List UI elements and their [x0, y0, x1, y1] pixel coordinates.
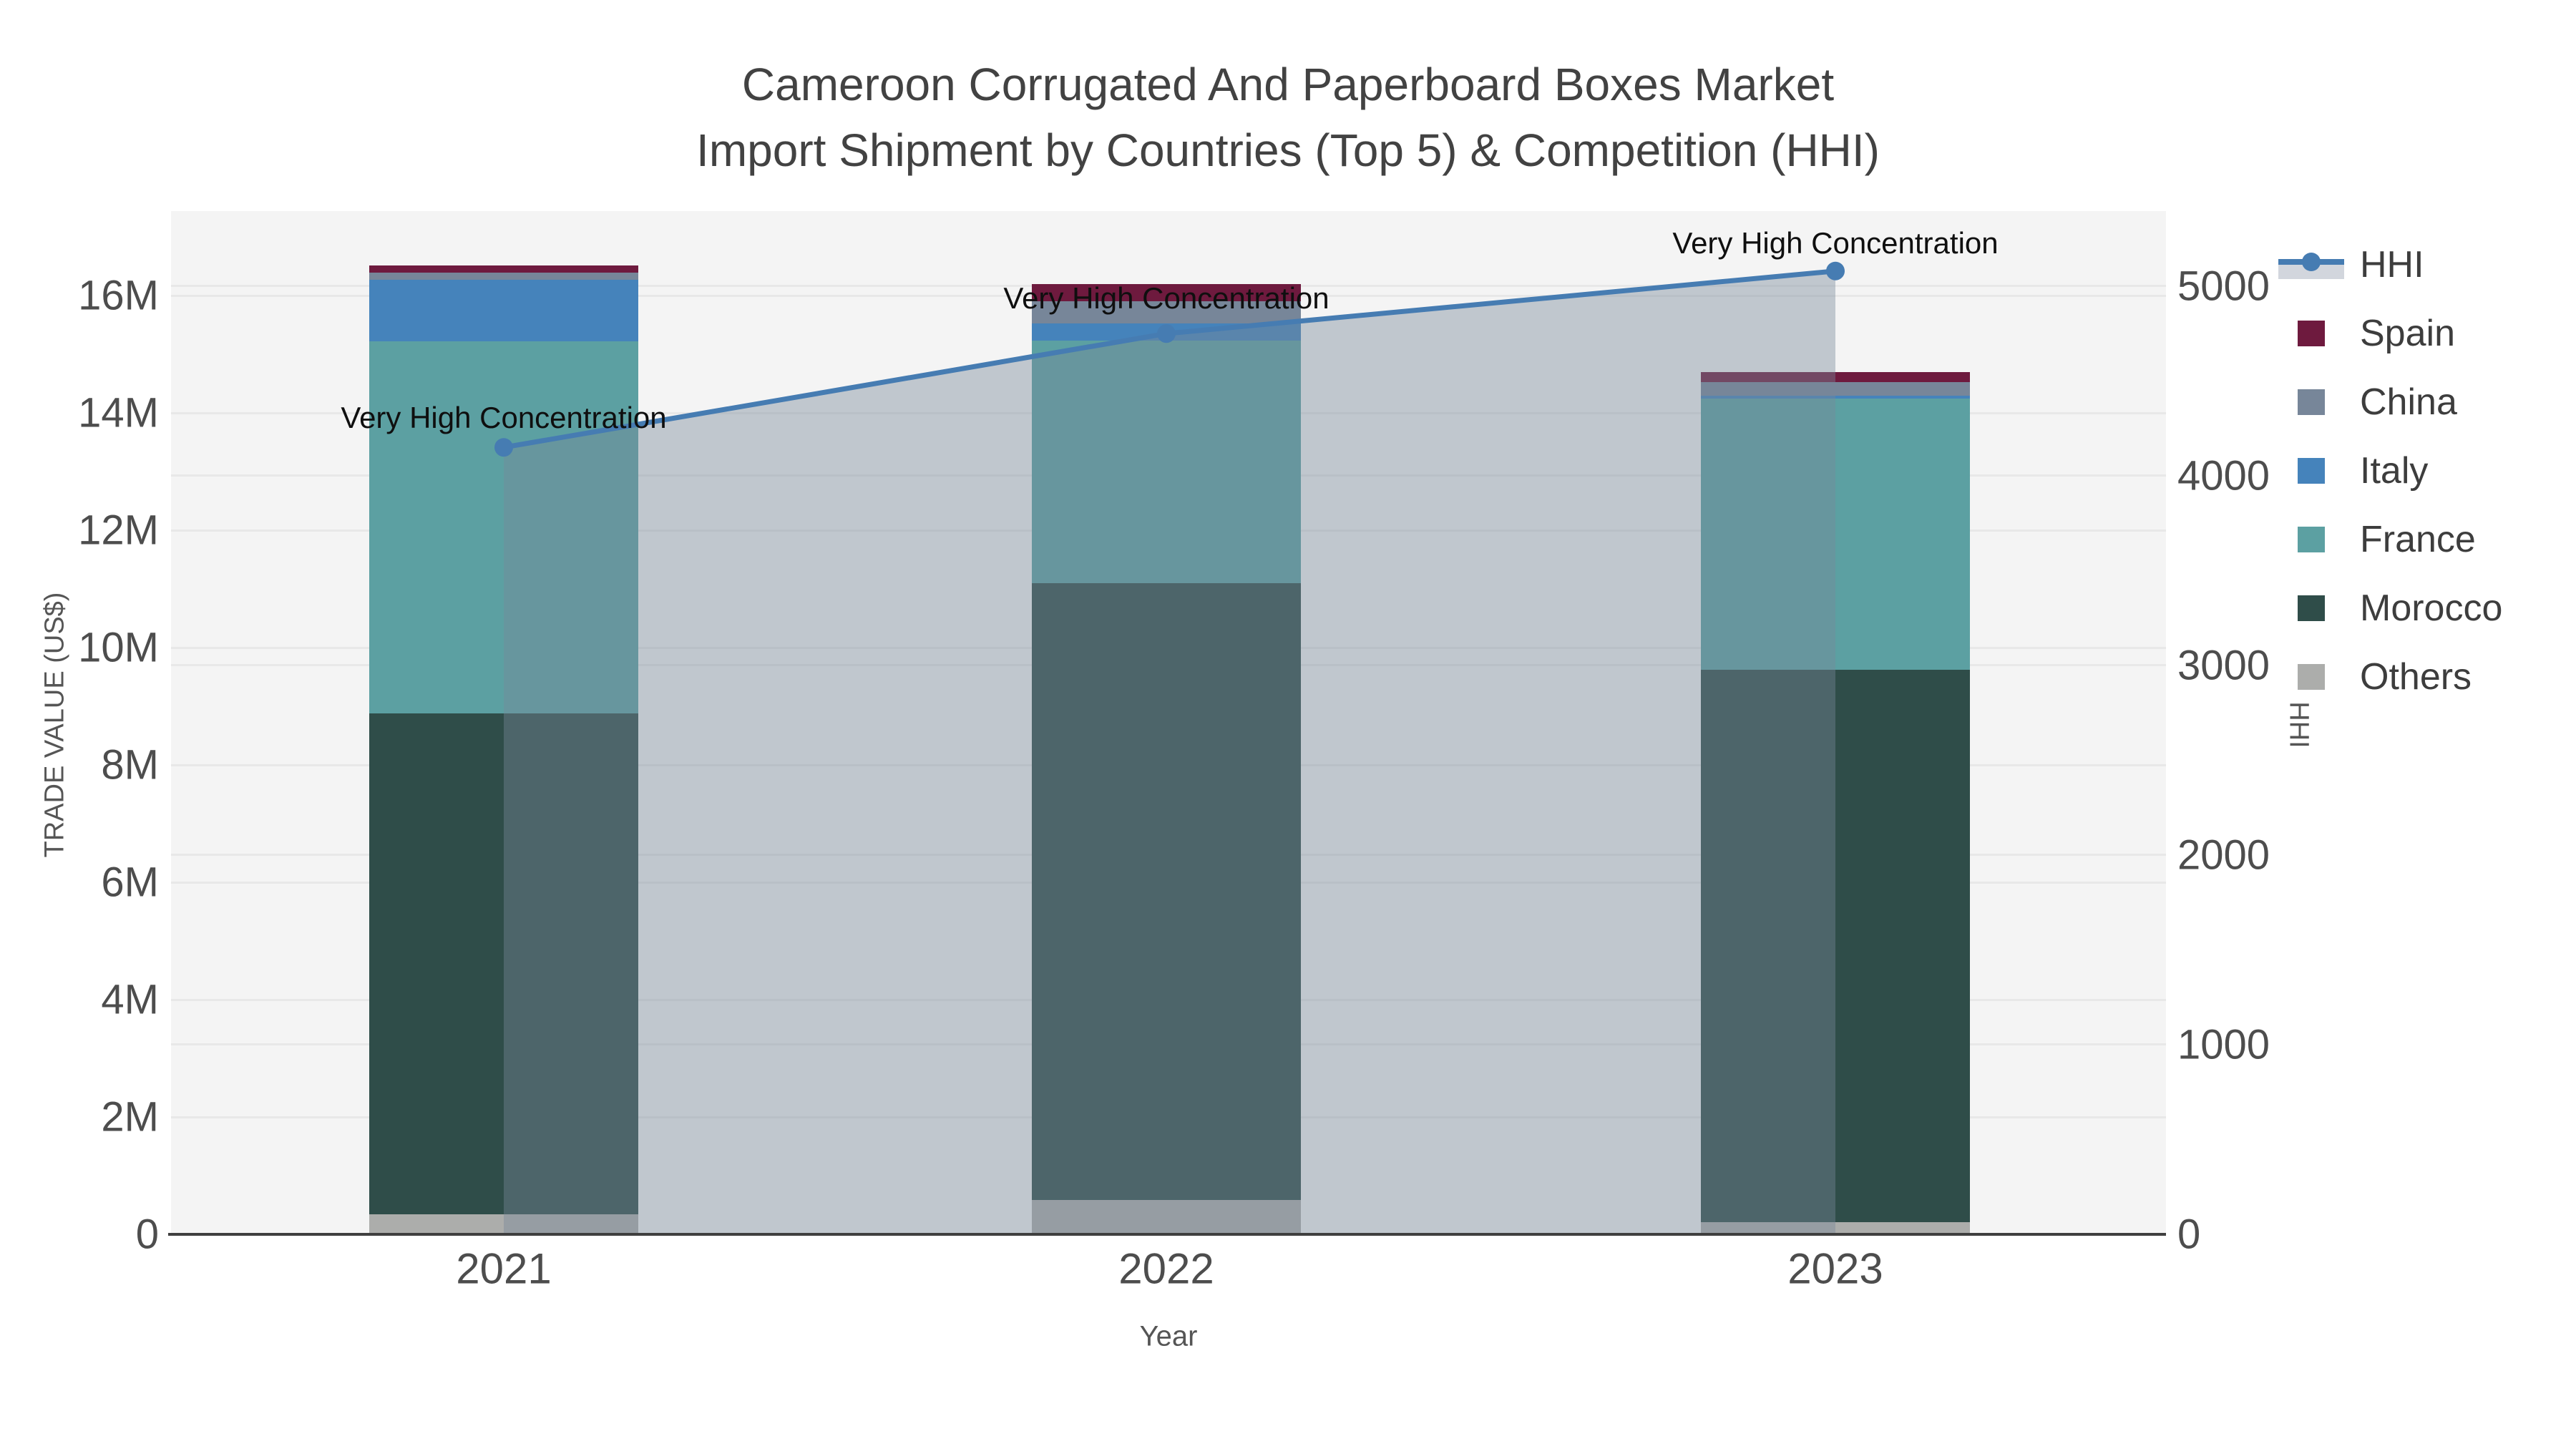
legend-item-italy[interactable]: Italy	[2278, 436, 2502, 505]
bar-segment-2023-italy[interactable]	[1701, 396, 1970, 399]
legend-swatch-others	[2298, 664, 2325, 690]
hhi-marker-2022[interactable]	[1157, 324, 1176, 343]
legend: HHI Spain China Italy France Morocco Others	[2278, 230, 2502, 711]
bar-segment-2021-italy[interactable]	[369, 279, 638, 342]
bar-segment-2023-spain[interactable]	[1701, 372, 1970, 382]
bar-segment-2023-france[interactable]	[1701, 398, 1970, 670]
bar-segment-2023-others[interactable]	[1701, 1221, 1970, 1234]
y-left-tick-2m: 2M	[101, 1093, 159, 1141]
chart-title-line1: Cameroon Corrugated And Paperboard Boxes…	[741, 59, 1835, 110]
bar-segment-2021-spain[interactable]	[369, 265, 638, 273]
y-left-tick-6m: 6M	[101, 859, 159, 906]
legend-item-spain[interactable]: Spain	[2278, 299, 2502, 368]
hhi-marker-2023[interactable]	[1826, 261, 1845, 280]
x-tick-2022: 2022	[1118, 1244, 1214, 1293]
hhi-area-fill	[504, 270, 1835, 1234]
annotation-2022: Very High Concentration	[1003, 281, 1330, 316]
chart-title-line2: Import Shipment by Countries (Top 5) & C…	[696, 125, 1880, 176]
bar-segment-2021-france[interactable]	[369, 341, 638, 713]
y-left-tick-12m: 12M	[78, 507, 159, 554]
legend-label-others: Others	[2360, 656, 2472, 698]
legend-swatch-italy	[2298, 458, 2325, 484]
bar-segment-2023-morocco[interactable]	[1701, 670, 1970, 1222]
x-axis-line	[168, 1233, 2166, 1236]
bar-segment-2021-china[interactable]	[369, 273, 638, 280]
y-axis-title-left: TRADE VALUE (US$)	[39, 592, 70, 858]
legend-label-italy: Italy	[2360, 450, 2429, 492]
y-left-tick-4m: 4M	[101, 976, 159, 1023]
legend-label-hhi: HHI	[2360, 244, 2424, 286]
bar-segment-2022-france[interactable]	[1032, 341, 1301, 583]
bar-segment-2021-others[interactable]	[369, 1214, 638, 1234]
bar-segment-2023-china[interactable]	[1701, 381, 1970, 396]
hhi-marker-2021[interactable]	[494, 438, 513, 457]
y-left-tick-0: 0	[135, 1211, 159, 1258]
legend-label-france: France	[2360, 519, 2476, 560]
legend-label-china: China	[2360, 381, 2457, 423]
legend-swatch-morocco	[2298, 595, 2325, 621]
hhi-legend-line-icon	[2278, 250, 2344, 279]
x-tick-2021: 2021	[456, 1244, 552, 1293]
legend-item-others[interactable]: Others	[2278, 643, 2502, 711]
annotation-2021: Very High Concentration	[341, 401, 667, 435]
legend-item-china[interactable]: China	[2278, 368, 2502, 436]
hhi-legend-marker	[2302, 253, 2321, 271]
bar-segment-2022-morocco[interactable]	[1032, 582, 1301, 1200]
legend-swatch-china	[2298, 389, 2325, 415]
x-tick-2023: 2023	[1787, 1244, 1883, 1293]
y-right-tick-4000: 4000	[2177, 452, 2270, 499]
y-left-tick-14m: 14M	[78, 389, 159, 436]
bar-segment-2021-morocco[interactable]	[369, 713, 638, 1215]
annotation-2023: Very High Concentration	[1672, 225, 1999, 260]
hhi-overlay	[494, 261, 1845, 1234]
legend-item-morocco[interactable]: Morocco	[2278, 574, 2502, 643]
legend-label-spain: Spain	[2360, 313, 2455, 354]
bar-segment-2022-china[interactable]	[1032, 301, 1301, 324]
legend-swatch-france	[2298, 527, 2325, 552]
legend-label-morocco: Morocco	[2360, 587, 2503, 629]
y-right-tick-3000: 3000	[2177, 642, 2270, 689]
y-left-tick-10m: 10M	[78, 624, 159, 671]
legend-item-hhi[interactable]: HHI	[2278, 230, 2502, 299]
bar-segment-2022-spain[interactable]	[1032, 284, 1301, 302]
y-left-tick-8m: 8M	[101, 741, 159, 789]
y-right-tick-1000: 1000	[2177, 1021, 2270, 1068]
chart-title: Cameroon Corrugated And Paperboard Boxes…	[0, 52, 2576, 183]
y-right-tick-5000: 5000	[2177, 263, 2270, 310]
y-right-tick-0: 0	[2177, 1211, 2201, 1258]
y-left-tick-16m: 16M	[78, 272, 159, 319]
y-right-tick-2000: 2000	[2177, 831, 2270, 879]
bar-segment-2022-others[interactable]	[1032, 1199, 1301, 1234]
legend-swatch-spain	[2298, 321, 2325, 346]
plot-area: Very High Concentration Very High Concent…	[168, 211, 2166, 1236]
x-axis-title: Year	[1139, 1320, 1198, 1352]
legend-item-france[interactable]: France	[2278, 505, 2502, 574]
